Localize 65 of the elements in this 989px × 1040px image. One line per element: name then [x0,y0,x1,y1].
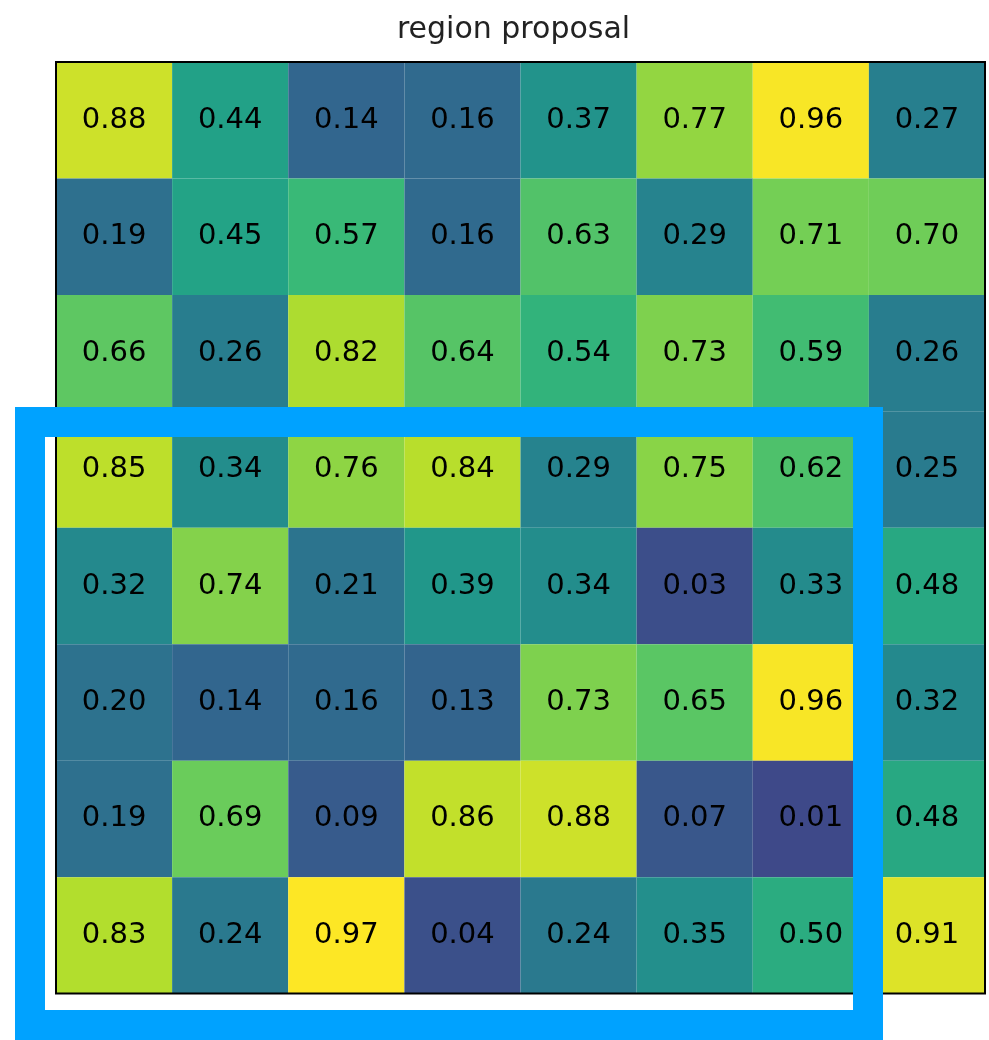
data-label: 0.97 [314,915,379,950]
data-label: 0.19 [81,217,147,252]
data-label: 0.14 [197,683,263,718]
data-label: 0.32 [81,566,147,601]
data-label: 0.35 [662,915,727,950]
data-label: 0.82 [314,333,379,368]
data-label: 0.54 [546,333,611,368]
data-label: 0.75 [662,450,727,485]
data-label: 0.48 [894,566,960,601]
data-label: 0.07 [662,799,727,834]
data-label: 0.01 [778,799,844,834]
data-label: 0.13 [430,683,495,718]
data-label: 0.83 [81,915,147,950]
data-label: 0.09 [314,799,379,834]
data-label: 0.85 [81,450,147,485]
data-label: 0.16 [430,217,495,252]
data-label: 0.86 [430,799,495,834]
chart-title: region proposal [396,9,631,45]
data-label: 0.14 [314,100,379,135]
data-label: 0.73 [546,683,611,718]
data-label: 0.20 [81,683,147,718]
data-label: 0.70 [894,217,960,252]
data-label: 0.69 [197,799,263,834]
data-label: 0.44 [197,100,263,135]
data-label: 0.37 [546,100,611,135]
data-label: 0.77 [662,100,727,135]
data-label: 0.26 [197,333,263,368]
data-label: 0.62 [778,450,844,485]
data-label: 0.29 [662,217,727,252]
data-label: 0.29 [546,450,611,485]
data-label: 0.33 [778,566,844,601]
data-label: 0.74 [197,566,263,601]
data-label: 0.96 [778,100,844,135]
data-label: 0.71 [778,217,844,252]
data-label: 0.59 [778,333,844,368]
data-label: 0.96 [778,683,844,718]
data-label: 0.19 [81,799,147,834]
data-label: 0.48 [894,799,960,834]
data-label: 0.21 [314,566,379,601]
data-label: 0.76 [314,450,379,485]
data-label: 0.66 [81,333,147,368]
data-label: 0.65 [662,683,727,718]
data-label: 0.57 [314,217,379,252]
data-label: 0.50 [778,915,844,950]
data-label: 0.25 [894,450,960,485]
data-label: 0.03 [662,566,727,601]
data-label: 0.88 [546,799,611,834]
data-label: 0.34 [197,450,263,485]
data-label: 0.84 [430,450,495,485]
data-label: 0.16 [430,100,495,135]
data-label: 0.63 [546,217,611,252]
data-label: 0.73 [662,333,727,368]
data-label: 0.88 [81,100,147,135]
data-label: 0.91 [894,915,960,950]
data-label: 0.04 [430,915,495,950]
data-label: 0.32 [894,683,960,718]
data-label: 0.45 [197,217,263,252]
data-label: 0.27 [894,100,960,135]
data-label: 0.24 [546,915,611,950]
data-label: 0.64 [430,333,495,368]
data-label: 0.26 [894,333,960,368]
data-label: 0.34 [546,566,611,601]
data-label: 0.39 [430,566,495,601]
data-label: 0.16 [314,683,379,718]
data-label: 0.24 [197,915,263,950]
